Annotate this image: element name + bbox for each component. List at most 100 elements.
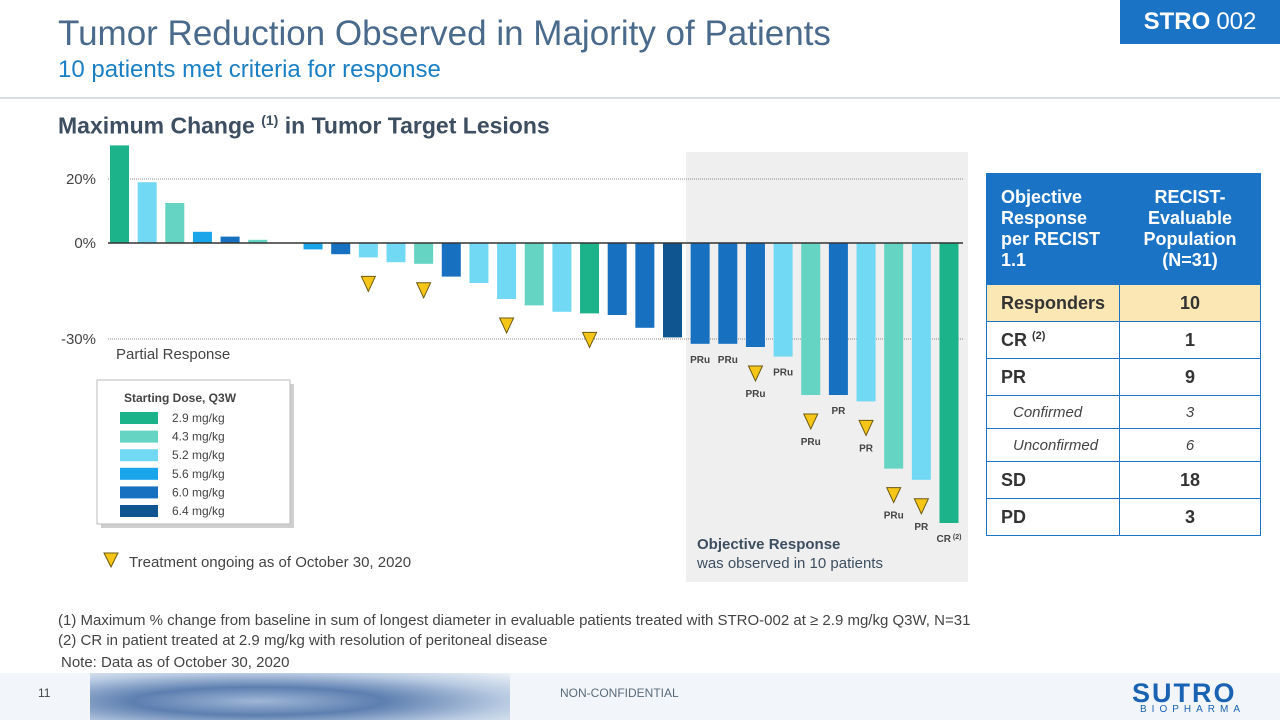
waterfall-bar (248, 239, 268, 243)
table-header-row: Objective Response per RECIST 1.1 RECIST… (985, 173, 1261, 285)
legend-label: 6.0 mg/kg (172, 485, 225, 499)
chart-title-sup: (1) (261, 112, 279, 128)
waterfall-bar (745, 243, 765, 347)
ongoing-marker (885, 487, 902, 504)
legend-label: 5.6 mg/kg (172, 467, 225, 481)
legend-label: 2.9 mg/kg (172, 411, 225, 425)
table-row-sd: SD 18 (985, 461, 1261, 499)
response-label: PRu (690, 355, 710, 366)
response-box-title: Objective Response (697, 536, 840, 553)
table-row-cr: CR (2) 1 (985, 321, 1261, 359)
response-label: CR (2) (937, 534, 962, 545)
response-label: PRu (745, 389, 765, 400)
chart-title-rest: in Tumor Target Lesions (284, 112, 550, 139)
cr-sup: (2) (1032, 329, 1046, 342)
waterfall-bar (358, 243, 378, 258)
ongoing-marker (913, 498, 930, 515)
header-divider (0, 97, 1280, 99)
waterfall-bar (801, 243, 821, 395)
legend-swatch (120, 412, 158, 424)
waterfall-bar (331, 243, 351, 255)
table-cell-value: 1 (1119, 321, 1261, 359)
table-row-confirmed: Confirmed 3 (985, 395, 1261, 429)
table-cell-label: Unconfirmed (985, 428, 1121, 462)
ongoing-marker (498, 317, 515, 335)
waterfall-bar (690, 243, 710, 344)
page-number: 11 (38, 686, 51, 700)
table-cell-label: PR (985, 358, 1121, 396)
legend-swatch (120, 430, 158, 443)
legend-swatch (120, 467, 158, 480)
waterfall-bar (469, 243, 489, 283)
legend-swatch (120, 486, 158, 499)
waterfall-bar (884, 243, 904, 469)
table-cell-value: 3 (1119, 498, 1261, 536)
badge-number: 002 (1216, 8, 1257, 35)
company-logo: SUTRO (1132, 678, 1237, 708)
response-box-text: was observed in 10 patients (696, 555, 883, 572)
table-cell-value: 9 (1119, 358, 1261, 396)
ongoing-marker (858, 419, 874, 437)
cr-label: CR (1001, 329, 1027, 350)
waterfall-bar (137, 182, 157, 243)
table-cell-value: 10 (1119, 284, 1261, 322)
page-subtitle: 10 patients met criteria for response (58, 56, 441, 83)
response-label: PR (831, 406, 846, 417)
ongoing-marker (415, 282, 432, 299)
page-title: Tumor Reduction Observed in Majority of … (58, 14, 831, 53)
waterfall-bar (110, 145, 129, 243)
legend-label: 6.4 mg/kg (172, 504, 225, 518)
company-logo-subtitle: BIOPHARMA (1140, 704, 1246, 715)
badge-brand: STRO (1143, 8, 1211, 35)
footnote-1: (1) Maximum % change from baseline in su… (58, 612, 971, 629)
waterfall-bar (607, 243, 627, 315)
ongoing-legend-marker (103, 552, 119, 569)
ongoing-marker (360, 275, 377, 293)
table-row-pr: PR 9 (985, 358, 1261, 396)
legend-label: 5.2 mg/kg (172, 448, 225, 462)
waterfall-bar (552, 243, 572, 312)
waterfall-bar (192, 231, 212, 243)
ongoing-marker (747, 365, 764, 383)
chart-title: Maximum Change (1) in Tumor Target Lesio… (58, 112, 550, 140)
footnote-2: (2) CR in patient treated at 2.9 mg/kg w… (58, 632, 548, 649)
legend-swatch (120, 505, 158, 517)
waterfall-bar (497, 243, 517, 299)
table-cell-label: CR (2) (985, 321, 1121, 359)
response-label: PRu (801, 437, 821, 448)
response-label: PRu (773, 368, 793, 379)
response-label-sup: (2) (951, 534, 962, 541)
product-badge: STRO 002 (1120, 0, 1280, 44)
table-row-pd: PD 3 (985, 498, 1261, 536)
waterfall-bar (303, 243, 323, 250)
response-label: PR (859, 443, 874, 454)
response-label: PRu (884, 511, 904, 522)
legend-title: Starting Dose, Q3W (124, 391, 237, 405)
ongoing-marker (802, 413, 819, 431)
waterfall-bar (414, 243, 434, 264)
y-tick-label: 20% (66, 171, 96, 188)
table-row-responders: Responders 10 (985, 284, 1261, 322)
table-row-unconfirmed: Unconfirmed 6 (985, 428, 1261, 462)
waterfall-bar (635, 243, 655, 328)
waterfall-bar (856, 243, 876, 402)
waterfall-bar (386, 243, 406, 263)
footer-molecule-image (90, 673, 510, 720)
waterfall-bar (441, 243, 461, 277)
classification-label: NON-CONFIDENTIAL (560, 686, 679, 700)
y-tick-label: -30% (61, 331, 96, 348)
waterfall-bar (524, 243, 544, 306)
table-cell-label: Responders (985, 284, 1121, 322)
waterfall-bar (220, 236, 240, 243)
threshold-label: Partial Response (116, 346, 230, 363)
waterfall-bar (580, 243, 600, 314)
y-tick-label: 0% (74, 235, 96, 252)
table-cell-label: Confirmed (985, 395, 1121, 429)
waterfall-bar (939, 243, 959, 523)
legend-swatch (120, 449, 158, 462)
response-label: PRu (718, 355, 738, 366)
table-cell-value: 3 (1119, 395, 1261, 429)
table-cell-value: 6 (1119, 428, 1261, 462)
table-header-response: Objective Response per RECIST 1.1 (985, 173, 1121, 285)
ongoing-legend-label: Treatment ongoing as of October 30, 2020 (129, 554, 411, 571)
